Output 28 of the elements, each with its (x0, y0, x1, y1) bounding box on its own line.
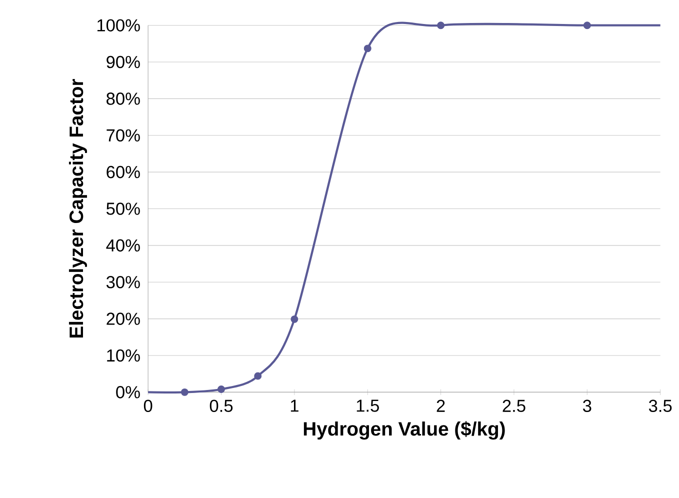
x-axis-title: Hydrogen Value ($/kg) (304, 421, 505, 440)
y-tick-label: 20% (106, 312, 140, 325)
point (180, 388, 188, 396)
y-tick-label: 0% (116, 386, 140, 398)
y-tick-label: 40% (106, 239, 140, 252)
y-tick-label: 30% (106, 276, 140, 288)
x-tick-label: 0.5 (210, 400, 233, 412)
y-tick-label: 80% (106, 92, 140, 105)
point (437, 21, 445, 29)
x-tick-label: 2 (436, 400, 445, 412)
y-tick-label: 70% (106, 129, 140, 142)
y-tick-label: 50% (106, 202, 140, 215)
x-tick-label: 1.5 (356, 400, 379, 412)
x-tick-label: 2.5 (502, 400, 526, 412)
x-tick-label: 1 (290, 400, 298, 412)
y-tick-label: 90% (106, 56, 140, 68)
point (254, 372, 262, 380)
y-tick-label: 60% (106, 166, 140, 178)
x-tick-label: 0 (144, 400, 152, 412)
y-tick-label: 100% (97, 19, 140, 32)
point (218, 385, 225, 393)
y-tick-label: 10% (107, 349, 140, 362)
y-axis-title: Electrolyzer Capacity Factor (68, 78, 88, 338)
x-tick-label: 3 (582, 400, 592, 412)
point (290, 315, 298, 323)
point (583, 21, 591, 29)
x-tick-label: 3.5 (648, 400, 672, 412)
point (364, 44, 372, 52)
